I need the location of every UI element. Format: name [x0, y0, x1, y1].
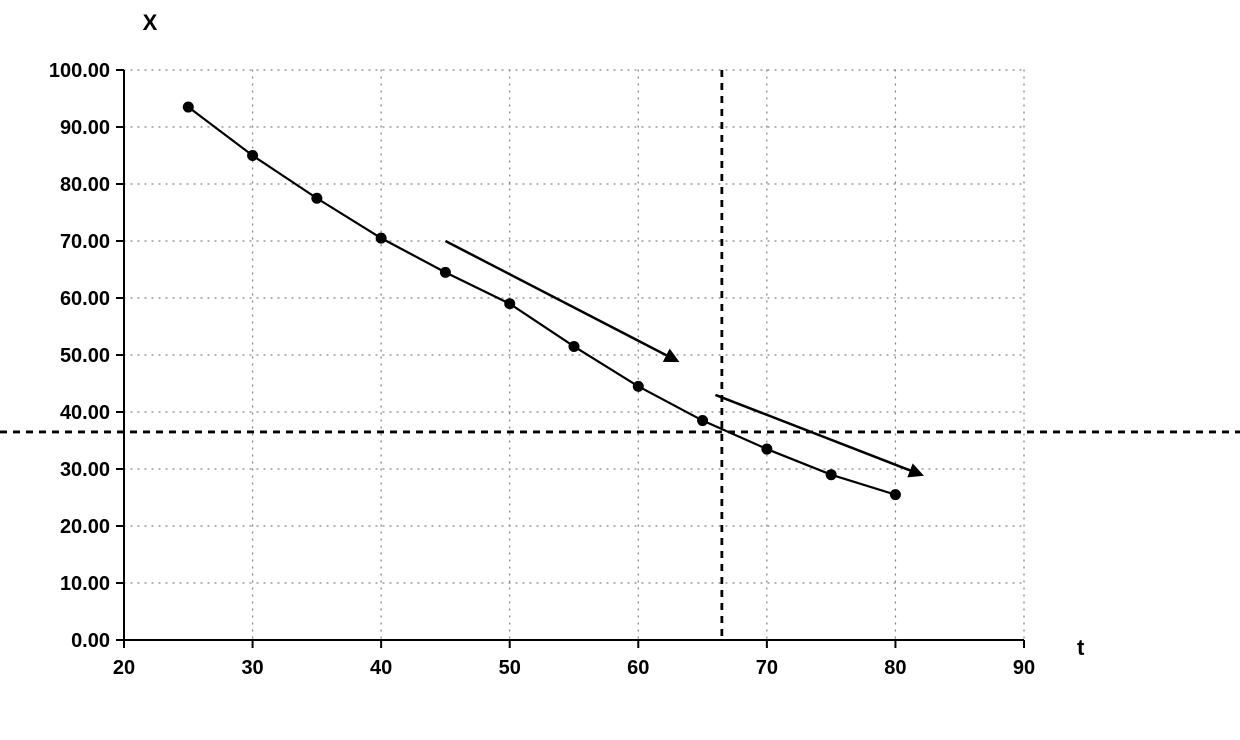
y-tick-label: 20.00	[60, 516, 110, 538]
y-tick-label: 50.00	[60, 345, 110, 367]
x-tick-label: 30	[241, 657, 263, 679]
y-tick-label: 10.00	[60, 573, 110, 595]
y-tick-label: 0.00	[71, 630, 110, 652]
series-marker	[311, 193, 322, 204]
x-tick-label: 50	[499, 657, 521, 679]
series-marker	[183, 102, 194, 113]
x-tick-label: 70	[756, 657, 778, 679]
series-marker	[761, 444, 772, 455]
x-tick-label: 80	[884, 657, 906, 679]
x-tick-label: 40	[370, 657, 392, 679]
series-marker	[440, 267, 451, 278]
x-tick-label: 20	[113, 657, 135, 679]
series-marker	[697, 415, 708, 426]
y-tick-label: 100.00	[49, 60, 110, 82]
y-tick-label: 90.00	[60, 117, 110, 139]
y-tick-label: 40.00	[60, 402, 110, 424]
series-marker	[826, 469, 837, 480]
y-axis-title: X	[143, 10, 158, 35]
y-tick-label: 80.00	[60, 174, 110, 196]
x-tick-label: 60	[627, 657, 649, 679]
series-marker	[504, 298, 515, 309]
x-axis-title: t	[1077, 635, 1085, 660]
series-marker	[633, 381, 644, 392]
series-marker	[247, 150, 258, 161]
chart-container: 20 30 40 50 60 70 80 90 0.00 10.00 20.00 30.00 40.00…	[0, 0, 1240, 740]
series-marker	[569, 341, 580, 352]
series-marker	[890, 489, 901, 500]
chart-svg: 20 30 40 50 60 70 80 90 0.00 10.00 20.00 30.00 40.00…	[0, 0, 1240, 740]
x-tick-label: 90	[1013, 657, 1035, 679]
series-marker	[376, 233, 387, 244]
y-tick-label: 70.00	[60, 231, 110, 253]
y-tick-label: 30.00	[60, 459, 110, 481]
y-tick-label: 60.00	[60, 288, 110, 310]
